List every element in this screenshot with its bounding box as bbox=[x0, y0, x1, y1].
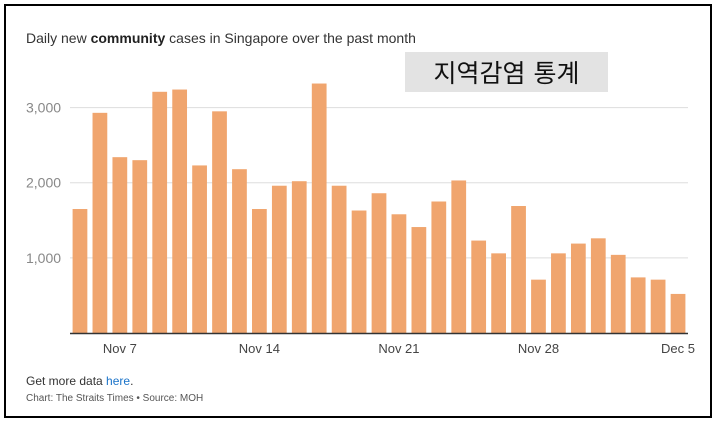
bar bbox=[570, 243, 586, 333]
bar bbox=[192, 165, 207, 333]
chart-title: Daily new community cases in Singapore o… bbox=[26, 30, 416, 46]
bar bbox=[371, 193, 387, 333]
y-tick-label: 2,000 bbox=[26, 175, 61, 191]
y-tick-label: 1,000 bbox=[26, 250, 61, 266]
x-tick-label: Nov 7 bbox=[103, 341, 137, 356]
bar bbox=[590, 238, 606, 333]
bar bbox=[152, 91, 168, 333]
more-data-line: Get more data here. bbox=[26, 374, 134, 388]
bar bbox=[311, 83, 327, 333]
bar bbox=[212, 111, 227, 333]
bar bbox=[112, 157, 128, 333]
y-tick-label: 3,000 bbox=[26, 100, 61, 116]
bar bbox=[92, 112, 108, 334]
bar bbox=[630, 277, 646, 333]
chart-credit: Chart: The Straits Times • Source: MOH bbox=[26, 393, 204, 404]
korean-overlay-label: 지역감염 통계 bbox=[405, 52, 608, 92]
x-tick-label: Dec 5 bbox=[661, 341, 695, 356]
x-tick-label: Nov 28 bbox=[518, 341, 559, 356]
bar bbox=[411, 227, 427, 333]
bar bbox=[72, 209, 88, 333]
bar bbox=[451, 180, 467, 333]
bar bbox=[172, 89, 188, 333]
bar bbox=[531, 279, 546, 333]
bar bbox=[391, 214, 407, 333]
bar bbox=[650, 279, 666, 333]
bar bbox=[610, 254, 626, 333]
bar bbox=[351, 210, 367, 333]
bar bbox=[471, 240, 487, 333]
bar bbox=[551, 253, 566, 333]
bar bbox=[291, 181, 307, 333]
bar bbox=[232, 169, 247, 333]
x-tick-label: Nov 14 bbox=[239, 341, 280, 356]
more-data-link[interactable]: here bbox=[106, 374, 131, 388]
bar bbox=[491, 253, 506, 333]
bar bbox=[271, 185, 287, 333]
bar bbox=[431, 201, 447, 333]
x-tick-label: Nov 21 bbox=[378, 341, 419, 356]
bar bbox=[670, 293, 686, 333]
bar bbox=[132, 160, 148, 333]
bar bbox=[331, 185, 347, 333]
chart-title-bold: community bbox=[90, 30, 166, 46]
bar bbox=[252, 209, 267, 333]
bar bbox=[511, 206, 526, 333]
